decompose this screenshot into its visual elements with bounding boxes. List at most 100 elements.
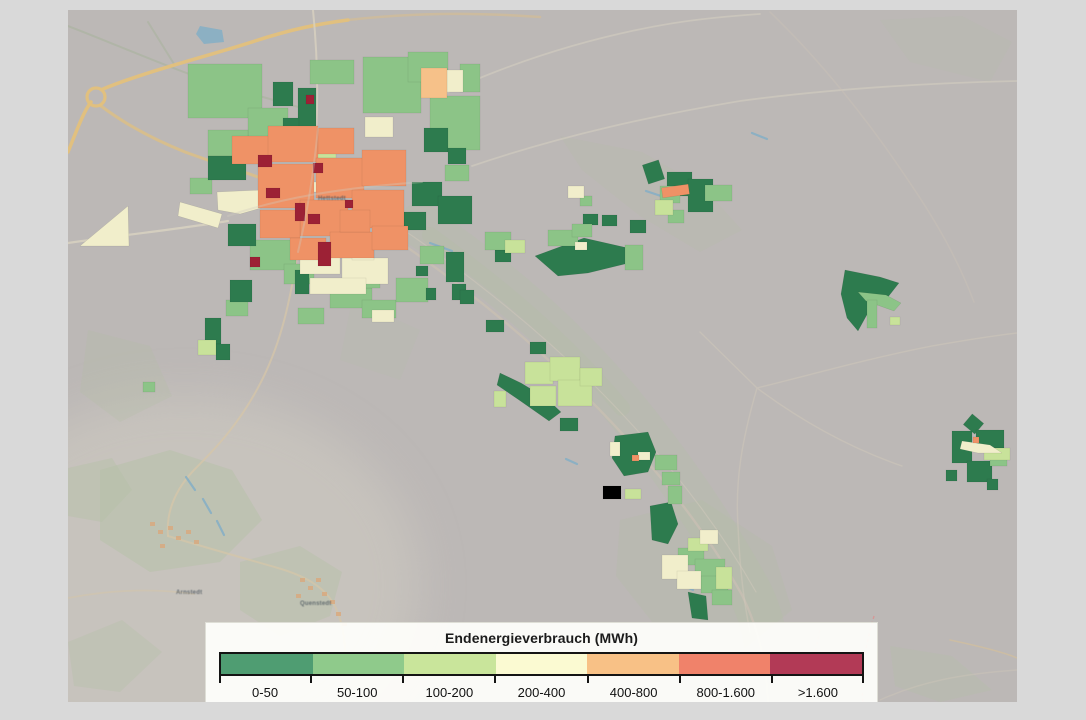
legend-class-swatch <box>678 654 771 674</box>
map-feature <box>704 184 733 202</box>
map-feature <box>309 59 355 85</box>
legend-tick <box>862 676 864 683</box>
legend-class-label: 100-200 <box>425 685 474 700</box>
map-feature <box>624 244 644 271</box>
village-building <box>158 530 163 534</box>
map-feature <box>567 185 585 199</box>
map-canvas[interactable]: Arnstedt Quenstedt Hettstedt <box>68 10 1017 702</box>
map-feature <box>549 356 581 382</box>
map-feature <box>79 205 130 247</box>
landuse-patch <box>240 546 342 636</box>
stream <box>215 519 226 537</box>
map-feature <box>945 469 958 482</box>
legend-class-label: >1.600 <box>797 685 838 700</box>
village-building <box>308 586 313 590</box>
map-feature <box>364 116 394 138</box>
map-feature <box>371 225 409 251</box>
landuse-patch <box>68 458 132 522</box>
legend-tick <box>586 676 589 683</box>
legend-panel: Endenergieverbrauch (MWh) 0-50 50-100 100-… <box>205 622 878 702</box>
road <box>167 535 346 651</box>
village-building <box>186 530 191 534</box>
village-building <box>322 592 327 596</box>
map-place-label: Quenstedt <box>300 601 331 607</box>
legend-tick <box>219 676 221 683</box>
legend-tick <box>678 676 681 683</box>
map-feature <box>687 591 709 621</box>
map-feature <box>667 485 683 505</box>
map-feature <box>496 372 562 422</box>
map-feature <box>272 81 294 107</box>
legend-tick <box>770 676 773 683</box>
map-feature <box>371 309 395 323</box>
map-feature <box>329 231 375 259</box>
map-place-label: Arnstedt <box>176 590 202 596</box>
map-feature <box>579 367 603 387</box>
map-feature <box>425 287 437 301</box>
map-feature <box>601 214 618 227</box>
legend-class-label: 0-50 <box>252 685 279 700</box>
map-feature <box>215 343 231 361</box>
map-feature <box>986 478 999 491</box>
map-feature <box>889 316 901 326</box>
stream <box>564 457 579 466</box>
map-feature <box>297 87 317 133</box>
legend-colorbar-wrap <box>219 652 864 685</box>
legend-class-swatch <box>587 654 679 674</box>
map-feature <box>419 245 445 265</box>
map-feature <box>962 413 985 435</box>
map-feature <box>649 501 679 545</box>
map-feature <box>227 223 257 247</box>
map-feature <box>229 279 253 303</box>
legend-tick <box>402 676 405 683</box>
town-road <box>227 181 423 217</box>
landuse-patch <box>340 300 420 380</box>
road <box>699 331 1017 633</box>
legend-class-label: 50-100 <box>336 685 378 700</box>
village-building <box>150 522 155 526</box>
road <box>166 251 299 537</box>
map-feature <box>177 201 223 229</box>
map-feature <box>317 127 355 155</box>
landuse-patch <box>890 646 992 702</box>
town-road <box>297 127 319 253</box>
map-feature <box>493 390 507 408</box>
road <box>68 589 195 599</box>
map-feature <box>609 441 621 457</box>
map-feature <box>529 341 547 355</box>
map-feature <box>624 488 642 500</box>
map-feature <box>524 361 554 385</box>
map-feature <box>444 164 470 182</box>
map-feature <box>267 125 319 163</box>
legend-class-swatch <box>221 654 313 674</box>
map-feature <box>661 471 681 486</box>
legend-class-swatch <box>404 654 496 674</box>
map-feature <box>411 181 443 207</box>
map-feature <box>344 199 354 209</box>
village-building <box>296 594 301 598</box>
map-feature <box>602 485 622 500</box>
road-loop <box>85 86 107 108</box>
map-feature <box>225 299 249 317</box>
map-feature <box>699 529 719 545</box>
landuse-patch <box>68 620 162 692</box>
map-feature <box>559 417 579 432</box>
road <box>101 18 350 91</box>
legend-tick <box>494 676 497 683</box>
map-feature <box>259 209 301 239</box>
landuse-patch <box>880 16 1012 82</box>
road <box>346 12 542 22</box>
map-feature <box>312 162 324 174</box>
map-feature <box>637 451 651 461</box>
map-feature <box>317 241 332 267</box>
map-feature <box>459 289 475 305</box>
map-feature <box>579 195 593 207</box>
map-feature <box>142 381 156 393</box>
map-feature <box>361 149 407 187</box>
map-view[interactable]: Arnstedt Quenstedt Hettstedt Endenergiever… <box>68 10 1017 702</box>
stream <box>750 131 769 141</box>
map-feature <box>294 202 306 222</box>
map-feature <box>661 183 690 199</box>
map-feature <box>711 589 733 606</box>
